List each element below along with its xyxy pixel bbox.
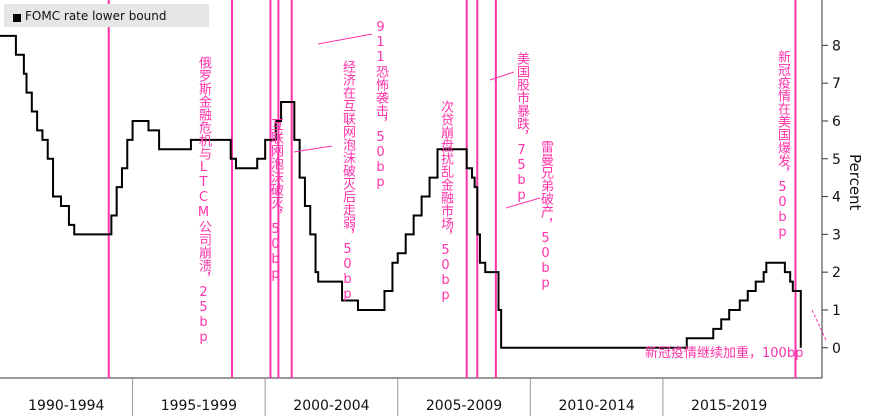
annotation-covid-worsening: 新冠疫情继续加重，100bp [645,346,804,361]
x-tick-label-4: 2010-2014 [558,398,634,414]
y-tick-label-8: 8 [832,38,841,54]
legend-label: FOMC rate lower bound [25,9,167,23]
annotation-leader-2 [489,71,515,81]
x-tick-label-1: 1995-1999 [161,398,237,414]
x-tick-label-3: 2005-2009 [426,398,502,414]
annotation-leader-0 [317,33,373,45]
y-tick-label-2: 2 [832,265,841,281]
annotation-post-dotcom: 经济在互联网泡沫破灭后走弱，50bp [340,60,355,302]
annotation-911: 911恐怖袭击，50bp [373,20,388,190]
series-line [0,34,802,349]
y-tick-label-3: 3 [832,227,841,243]
annotation-lehman: 雷曼兄弟破产，50bp [538,140,553,291]
x-tick-label-2: 2000-2004 [293,398,369,414]
x-tick-label-0: 1990-1994 [28,398,104,414]
annotation-leader-3 [505,197,541,209]
annotation-covid-outbreak: 新冠疫情在美国爆发，50bp [775,50,790,240]
y-tick-label-4: 4 [832,190,841,206]
x-tick-label-5: 2015-2019 [691,398,767,414]
y-tick-label-1: 1 [832,303,841,319]
legend-swatch [13,14,21,22]
y-tick-label-5: 5 [832,152,841,168]
y-tick-label-0: 0 [832,341,841,357]
annotation-leader-4 [811,309,827,341]
annotation-russia-ltcm: 俄罗斯金融危机与LTCM公司崩溃，25bp [196,56,211,345]
annotation-subprime: 次贷崩盘扰乱金融市场，50bp [438,100,453,303]
y-axis-label: Percent [846,154,864,211]
annotation-dotcom-burst: 互联网泡沫破灭，50bp [268,118,283,282]
legend: FOMC rate lower bound [4,4,209,27]
annotation-leader-1 [293,145,333,153]
y-tick-label-6: 6 [832,114,841,130]
y-tick-label-7: 7 [832,76,841,92]
annotation-stock-crash: 美国股市暴跌，75bp [514,52,529,203]
